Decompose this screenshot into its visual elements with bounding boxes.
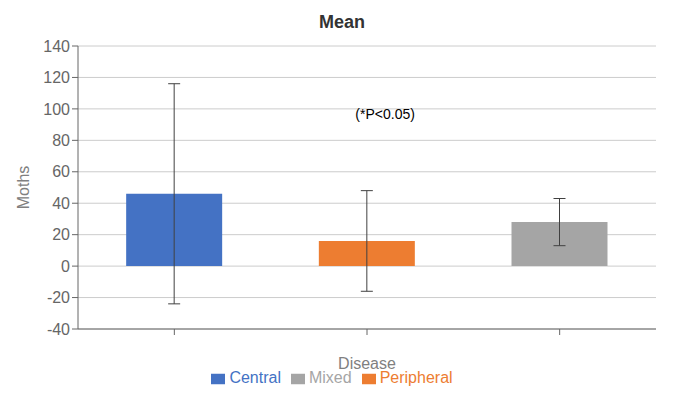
html-text:Peripheral: Peripheral <box>379 369 453 386</box>
svg-text:140: 140 <box>43 38 70 55</box>
svg-text:120: 120 <box>43 69 70 86</box>
html-text:Mean: Mean <box>319 12 365 32</box>
svg-text:100: 100 <box>43 101 70 118</box>
svg-text:-40: -40 <box>47 321 70 338</box>
svg-text:60: 60 <box>52 163 70 180</box>
svg-text:0: 0 <box>61 258 70 275</box>
svg-text:Disease: Disease <box>338 355 396 372</box>
svg-text:-20: -20 <box>47 289 70 306</box>
svg-text:40: 40 <box>52 195 70 212</box>
html-text:Mixed: Mixed <box>309 369 352 386</box>
svg-text:Moths: Moths <box>15 166 32 210</box>
html-text:Central: Central <box>229 369 281 386</box>
svg-text:20: 20 <box>52 226 70 243</box>
svg-text:80: 80 <box>52 132 70 149</box>
html-text:(*P<0.05): (*P<0.05) <box>355 106 415 122</box>
